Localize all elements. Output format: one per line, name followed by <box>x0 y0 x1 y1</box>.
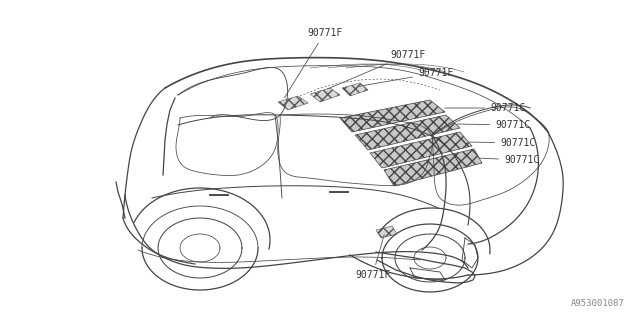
Polygon shape <box>310 88 340 102</box>
Text: 90771C: 90771C <box>445 103 525 113</box>
Polygon shape <box>376 226 397 238</box>
Text: 90771F: 90771F <box>355 235 390 280</box>
Text: A953001087: A953001087 <box>572 299 625 308</box>
Polygon shape <box>278 96 308 110</box>
Polygon shape <box>340 100 445 132</box>
Polygon shape <box>384 149 482 186</box>
Text: 90771C: 90771C <box>479 155 540 165</box>
Text: 90771F: 90771F <box>328 50 425 89</box>
Polygon shape <box>370 132 472 168</box>
Text: 90771F: 90771F <box>358 68 453 86</box>
Text: 90771C: 90771C <box>470 138 535 148</box>
Polygon shape <box>355 115 460 150</box>
Text: 90771F: 90771F <box>284 28 342 98</box>
Text: 90771C: 90771C <box>457 120 531 130</box>
Polygon shape <box>342 83 368 96</box>
